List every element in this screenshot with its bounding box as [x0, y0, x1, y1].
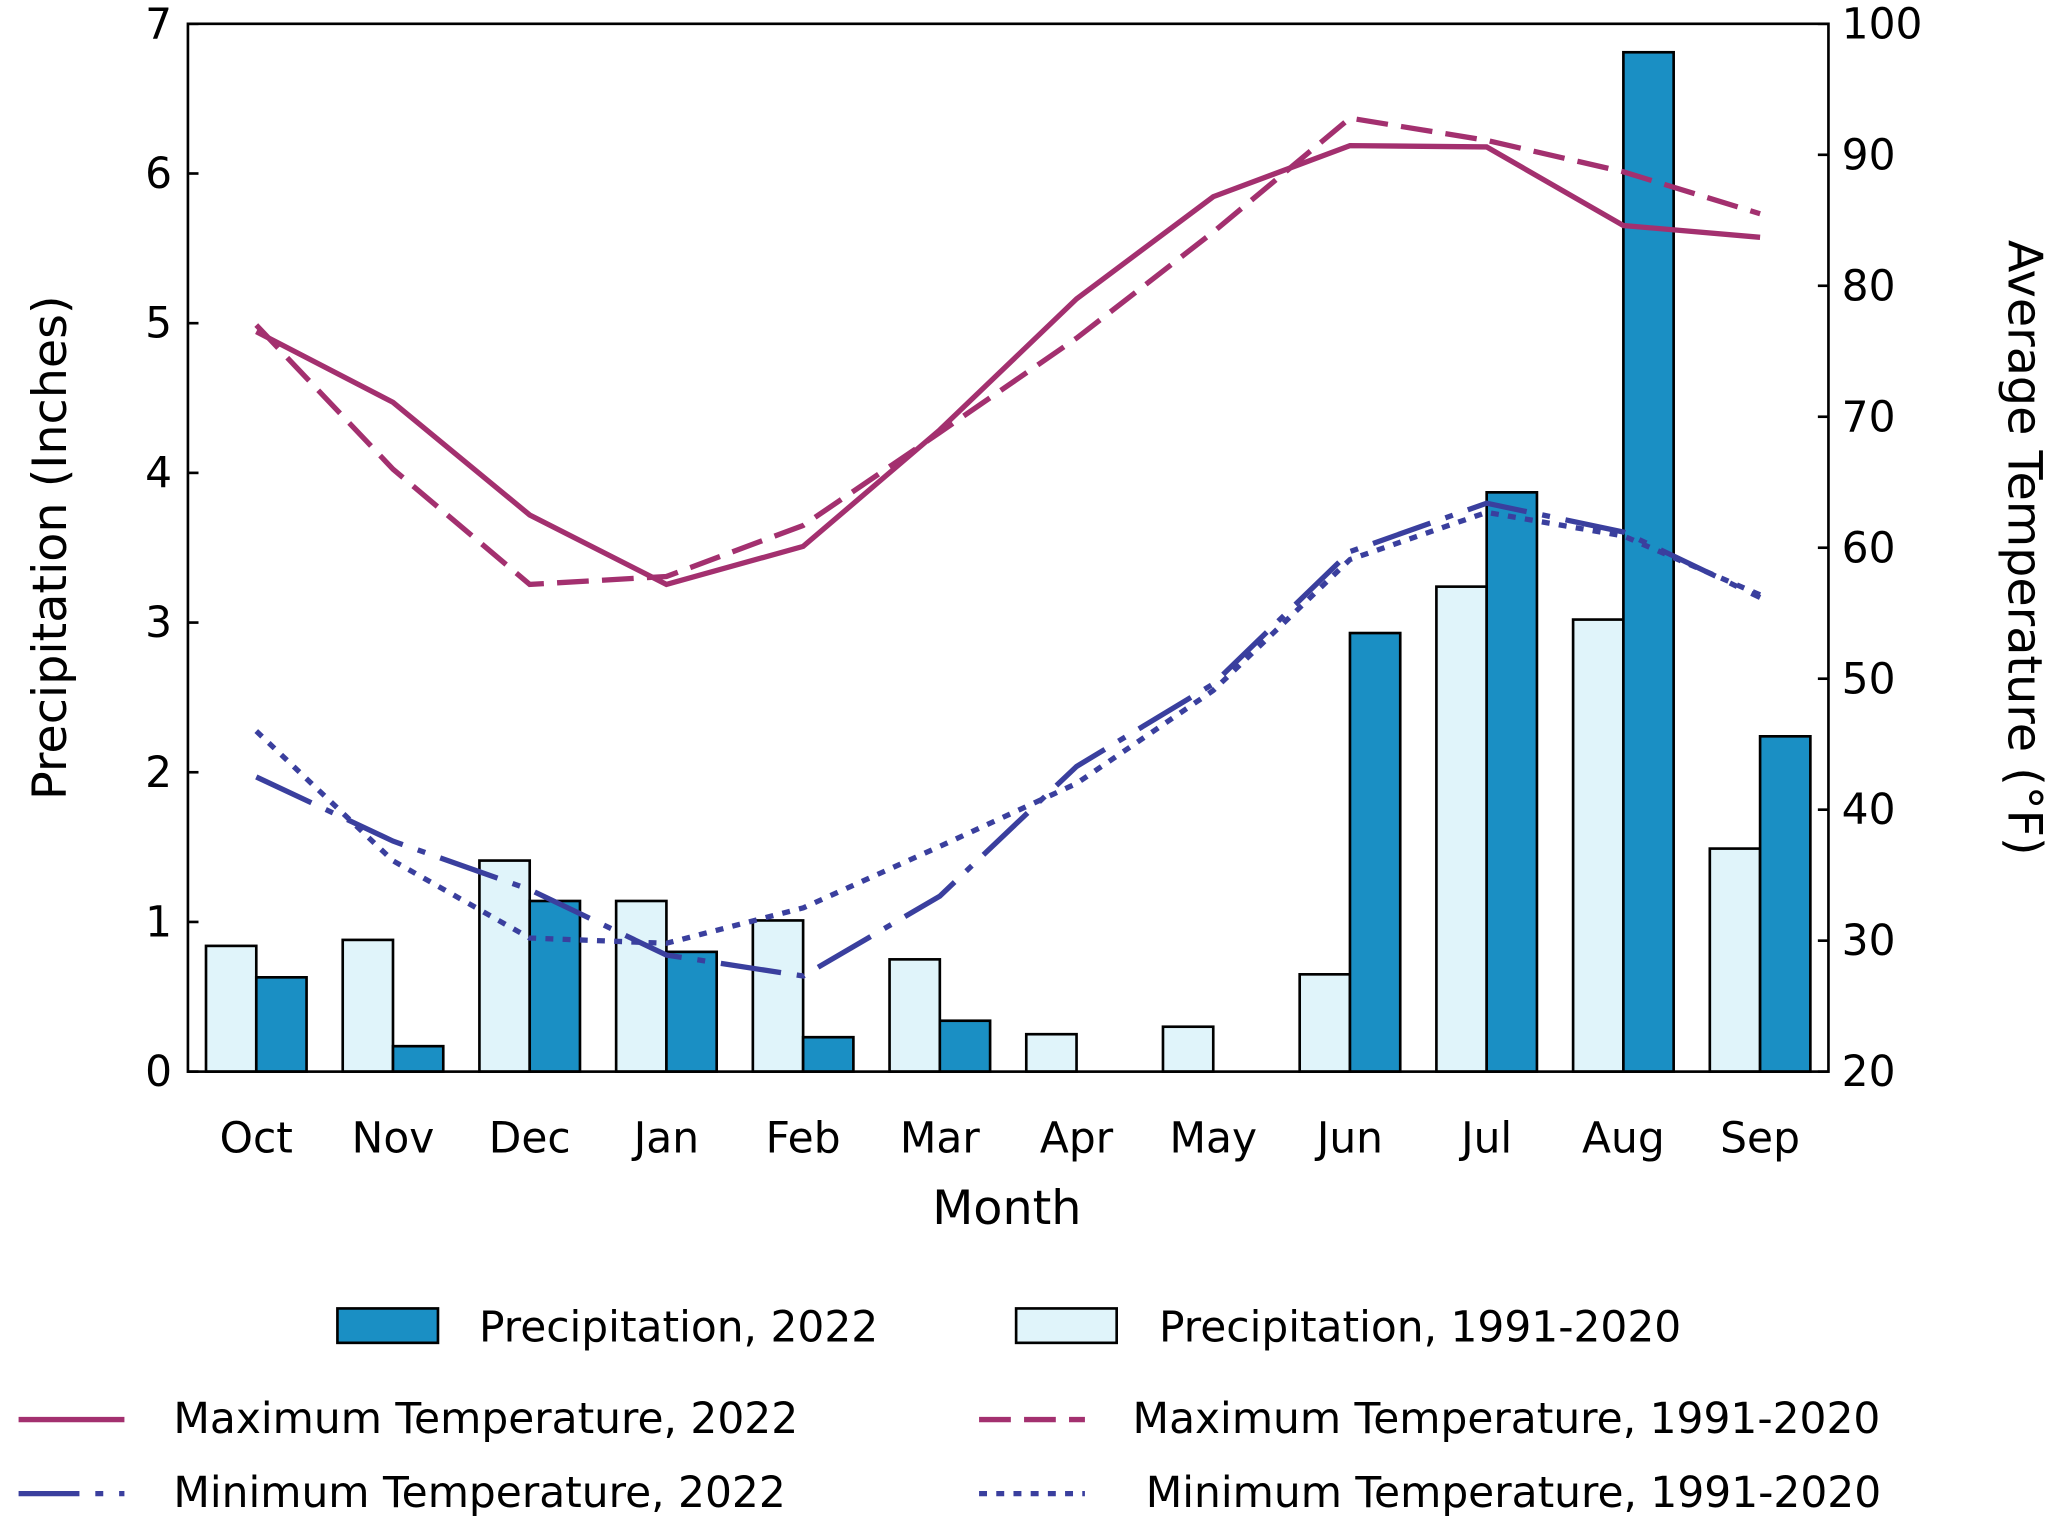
legend-label-2: Minimum Temperature, 2022: [173, 1468, 785, 1517]
x-tick-label: Apr: [1040, 1113, 1114, 1162]
y-left-tick-label: 0: [145, 1047, 172, 1096]
legend-swatch-precip-2022: [336, 1307, 440, 1345]
bars-layer: [204, 50, 1812, 1073]
x-tick-label: Aug: [1582, 1113, 1665, 1162]
legend-label-precip-normal: Precipitation, 1991-2020: [1159, 1303, 1681, 1352]
bar-normal-aug: [1571, 618, 1625, 1073]
bar-2022-jan: [665, 950, 719, 1073]
line-maximum-temperature-2022: [255, 142, 1761, 588]
legend-swatch-precip-normal: [1014, 1307, 1118, 1345]
legend-label-3: Minimum Temperature, 1991-2020: [1146, 1468, 1881, 1517]
x-tick-label: Jul: [1458, 1113, 1512, 1162]
bar-2022-oct: [254, 976, 308, 1073]
bar-normal-nov: [341, 938, 395, 1073]
legend-label-0: Maximum Temperature, 2022: [173, 1394, 798, 1443]
y-right-tick-label: 40: [1842, 785, 1896, 834]
bar-2022-mar: [938, 1019, 992, 1073]
line-minimum-temperature-2022: [255, 500, 1762, 979]
bar-2022-sep: [1758, 735, 1812, 1073]
x-tick-label: Jun: [1314, 1113, 1383, 1162]
bar-normal-jun: [1298, 973, 1352, 1073]
x-tick-label: Feb: [766, 1113, 841, 1162]
y-right-tick-label: 50: [1842, 654, 1896, 703]
x-axis-label: Month: [932, 1181, 1081, 1236]
x-tick-label: Oct: [220, 1113, 293, 1162]
y-left-tick-label: 1: [145, 897, 172, 946]
y-axis-right-label: Average Temperature (°F): [1996, 240, 2051, 856]
y-right-tick-label: 20: [1842, 1047, 1896, 1096]
x-tick-label: Nov: [352, 1113, 435, 1162]
bar-normal-apr: [1024, 1032, 1078, 1073]
x-tick-label: May: [1169, 1113, 1257, 1162]
lines-layer: [254, 115, 1762, 979]
legend-label-1: Maximum Temperature, 1991-2020: [1133, 1394, 1881, 1443]
y-right-tick-label: 60: [1842, 523, 1896, 572]
y-right-tick-label: 90: [1842, 130, 1896, 179]
line-maximum-temperature-1991-2020: [254, 115, 1761, 588]
y-right-tick-label: 100: [1842, 0, 1923, 48]
bar-normal-feb: [751, 919, 805, 1073]
x-tick-label: Dec: [489, 1113, 571, 1162]
bar-2022-jun: [1348, 631, 1402, 1073]
legend-label-precip-2022: Precipitation, 2022: [479, 1303, 878, 1352]
bar-normal-jan: [614, 899, 668, 1073]
y-right-tick-label: 30: [1842, 916, 1896, 965]
bar-2022-dec: [528, 899, 582, 1073]
y-left-tick-label: 6: [145, 149, 172, 198]
y-left-tick-label: 3: [145, 598, 172, 647]
bar-normal-dec: [478, 859, 532, 1073]
x-tick-label: Sep: [1720, 1113, 1800, 1162]
ticks-layer: 0 1 2 3 4 5 6 7 20 30 40 50 60 70 80 90 100 Oct Nov Dec Jan F…: [145, 0, 1922, 1162]
y-right-tick-label: 70: [1842, 392, 1896, 441]
bar-normal-mar: [888, 958, 942, 1073]
y-left-tick-label: 5: [145, 299, 172, 348]
y-axis-left-label: Precipitation (Inches): [23, 295, 78, 800]
bar-2022-feb: [801, 1035, 855, 1073]
bar-normal-jul: [1435, 585, 1488, 1073]
y-left-tick-label: 4: [145, 448, 172, 497]
bar-normal-oct: [204, 944, 258, 1073]
bar-normal-may: [1161, 1025, 1215, 1073]
bar-2022-jul: [1485, 491, 1539, 1073]
y-left-tick-label: 7: [145, 0, 172, 48]
legend: Precipitation, 2022 Precipitation, 1991-2…: [18, 1303, 1881, 1517]
x-tick-label: Mar: [900, 1113, 980, 1162]
bar-2022-aug: [1622, 50, 1675, 1073]
y-left-tick-label: 2: [145, 748, 172, 797]
x-tick-label: Jan: [631, 1113, 699, 1162]
line-minimum-temperature-1991-2020: [254, 509, 1762, 946]
bar-2022-nov: [391, 1044, 445, 1073]
bar-normal-sep: [1708, 847, 1762, 1073]
y-right-tick-label: 80: [1842, 261, 1896, 310]
